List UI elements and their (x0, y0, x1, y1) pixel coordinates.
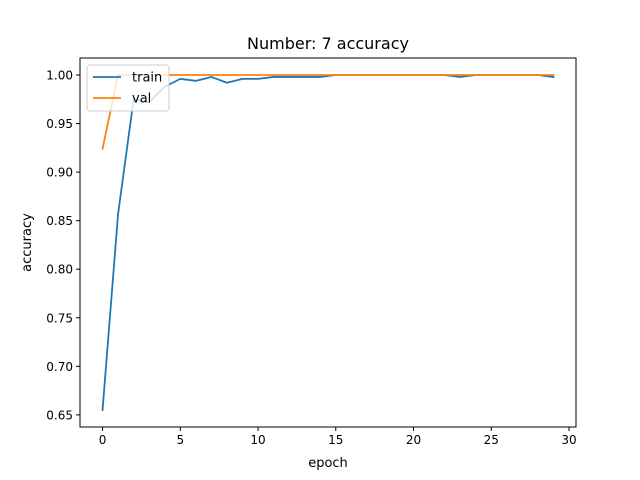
x-axis-ticks: 0 5 10 15 20 25 30 (99, 427, 577, 447)
y-tick-label: 0.80 (46, 263, 73, 277)
x-tick-label: 15 (328, 433, 343, 447)
legend-label-val: val (132, 92, 151, 107)
legend: train val (86, 64, 170, 112)
y-tick-label: 1.00 (46, 68, 73, 82)
x-axis-label: epoch (308, 456, 348, 471)
y-tick-label: 0.75 (46, 311, 73, 325)
y-tick-label: 0.65 (46, 408, 73, 422)
y-tick-label: 0.95 (46, 117, 73, 131)
y-tick-label: 0.85 (46, 214, 73, 228)
x-tick-label: 5 (176, 433, 184, 447)
series-line-val (101, 74, 555, 150)
series-lines (101, 74, 555, 411)
x-tick-label: 10 (250, 433, 265, 447)
series-line-train (101, 74, 555, 411)
plot-frame (79, 57, 577, 428)
x-tick-label: 20 (406, 433, 421, 447)
legend-label-train: train (132, 71, 162, 86)
y-tick-label: 0.90 (46, 166, 73, 180)
chart-title: Number: 7 accuracy (247, 34, 409, 53)
x-tick-label: 0 (99, 433, 107, 447)
y-tick-label: 0.70 (46, 360, 73, 374)
y-axis-label: accuracy (20, 213, 35, 272)
x-tick-label: 25 (484, 433, 499, 447)
x-tick-label: 30 (561, 433, 576, 447)
y-axis-ticks: 0.65 0.70 0.75 0.80 0.85 0.90 0.95 1.00 (46, 68, 80, 422)
